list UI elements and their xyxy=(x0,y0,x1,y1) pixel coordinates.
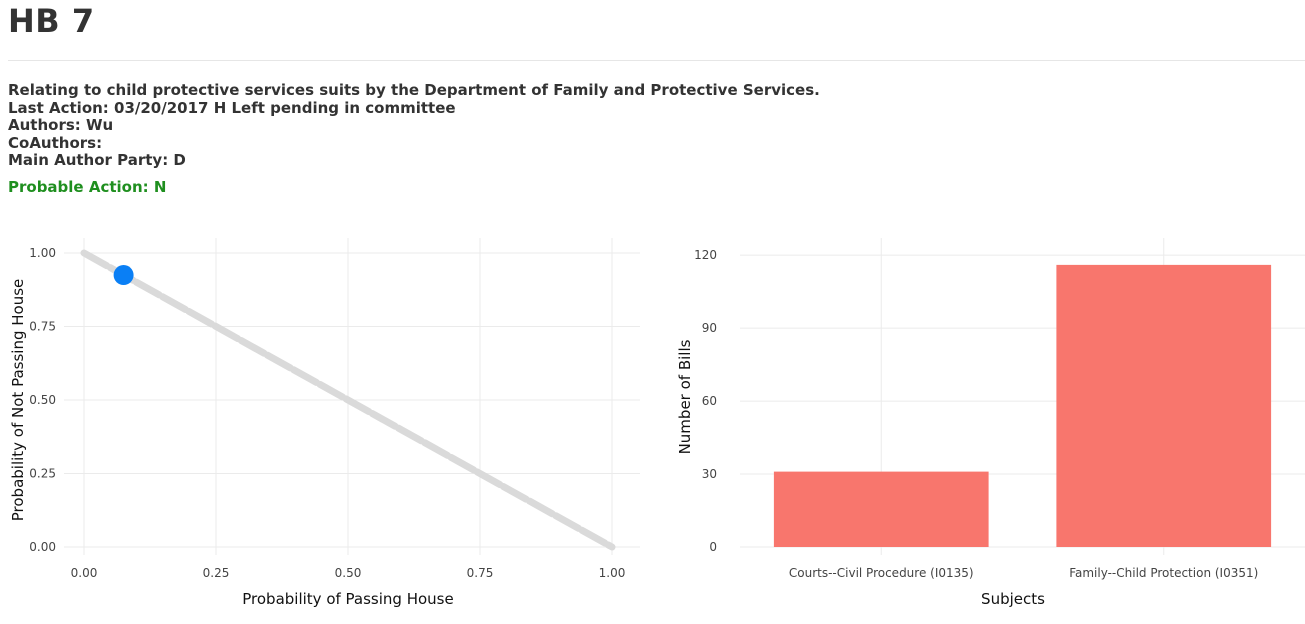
last-action: Last Action: 03/20/2017 H Left pending i… xyxy=(8,98,456,117)
scatter-y-title: Probability of Not Passing House xyxy=(9,279,27,522)
scatter-x-tick-label: 1.00 xyxy=(599,566,626,580)
scatter-grid xyxy=(64,238,640,555)
scatter-y-ticks: 0.00 0.25 0.50 0.75 1.00 xyxy=(29,246,56,554)
scatter-x-title: Probability of Passing House xyxy=(242,590,453,608)
scatter-all-bills-line xyxy=(80,249,616,551)
bar-y-title: Number of Bills xyxy=(676,339,694,454)
probable-action: Probable Action: N xyxy=(8,178,167,196)
scatter-y-tick-label: 1.00 xyxy=(29,246,56,260)
scatter-x-tick-label: 0.75 xyxy=(467,566,494,580)
probability-scatter-chart[interactable]: 0.00 0.25 0.50 0.75 1.00 0.00 0.25 0.50 0.75 1.0… xyxy=(0,225,650,624)
bill-info: Relating to child protective services su… xyxy=(8,81,820,170)
bar-family-child-protection xyxy=(1056,264,1272,547)
bar-x-tick-label: Family--Child Protection (I0351) xyxy=(1069,566,1258,580)
scatter-x-ticks: 0.00 0.25 0.50 0.75 1.00 xyxy=(71,566,626,580)
scatter-x-tick-label: 0.25 xyxy=(203,566,230,580)
scatter-y-tick-label: 0.25 xyxy=(29,467,56,481)
scatter-this-bill[interactable] xyxy=(113,265,134,286)
bar-y-tick-label: 30 xyxy=(702,467,717,481)
main-author-party: Main Author Party: D xyxy=(8,151,186,169)
bar-series xyxy=(773,264,1272,547)
scatter-x-tick-label: 0.00 xyxy=(71,566,98,580)
bar-y-ticks: 0 30 60 90 120 xyxy=(694,248,717,554)
bar-x-tick-label: Courts--Civil Procedure (I0135) xyxy=(789,566,974,580)
bar-y-tick-label: 60 xyxy=(702,394,717,408)
bar-y-tick-label: 90 xyxy=(702,321,717,335)
bar-x-title: Subjects xyxy=(981,590,1045,608)
coauthors: CoAuthors: xyxy=(8,133,103,152)
authors: Authors: Wu xyxy=(8,116,114,134)
subjects-bar-chart[interactable]: Courts--Civil Procedure (I0135) Family--C… xyxy=(650,225,1305,624)
bill-description: Relating to child protective services su… xyxy=(8,81,820,99)
divider xyxy=(8,60,1305,61)
page-title: HB 7 xyxy=(8,2,95,40)
scatter-y-tick-label: 0.50 xyxy=(29,393,56,407)
scatter-y-tick-label: 0.75 xyxy=(29,320,56,334)
bar-y-tick-label: 0 xyxy=(709,540,717,554)
scatter-x-tick-label: 0.50 xyxy=(335,566,362,580)
scatter-point-this-bill[interactable] xyxy=(113,265,134,286)
bar-x-ticks: Courts--Civil Procedure (I0135) Family--C… xyxy=(789,566,1258,580)
bar-courts-civil-procedure xyxy=(773,471,989,547)
scatter-y-tick-label: 0.00 xyxy=(29,540,56,554)
scatter-all-bills xyxy=(80,249,616,551)
bar-y-tick-label: 120 xyxy=(694,248,717,262)
